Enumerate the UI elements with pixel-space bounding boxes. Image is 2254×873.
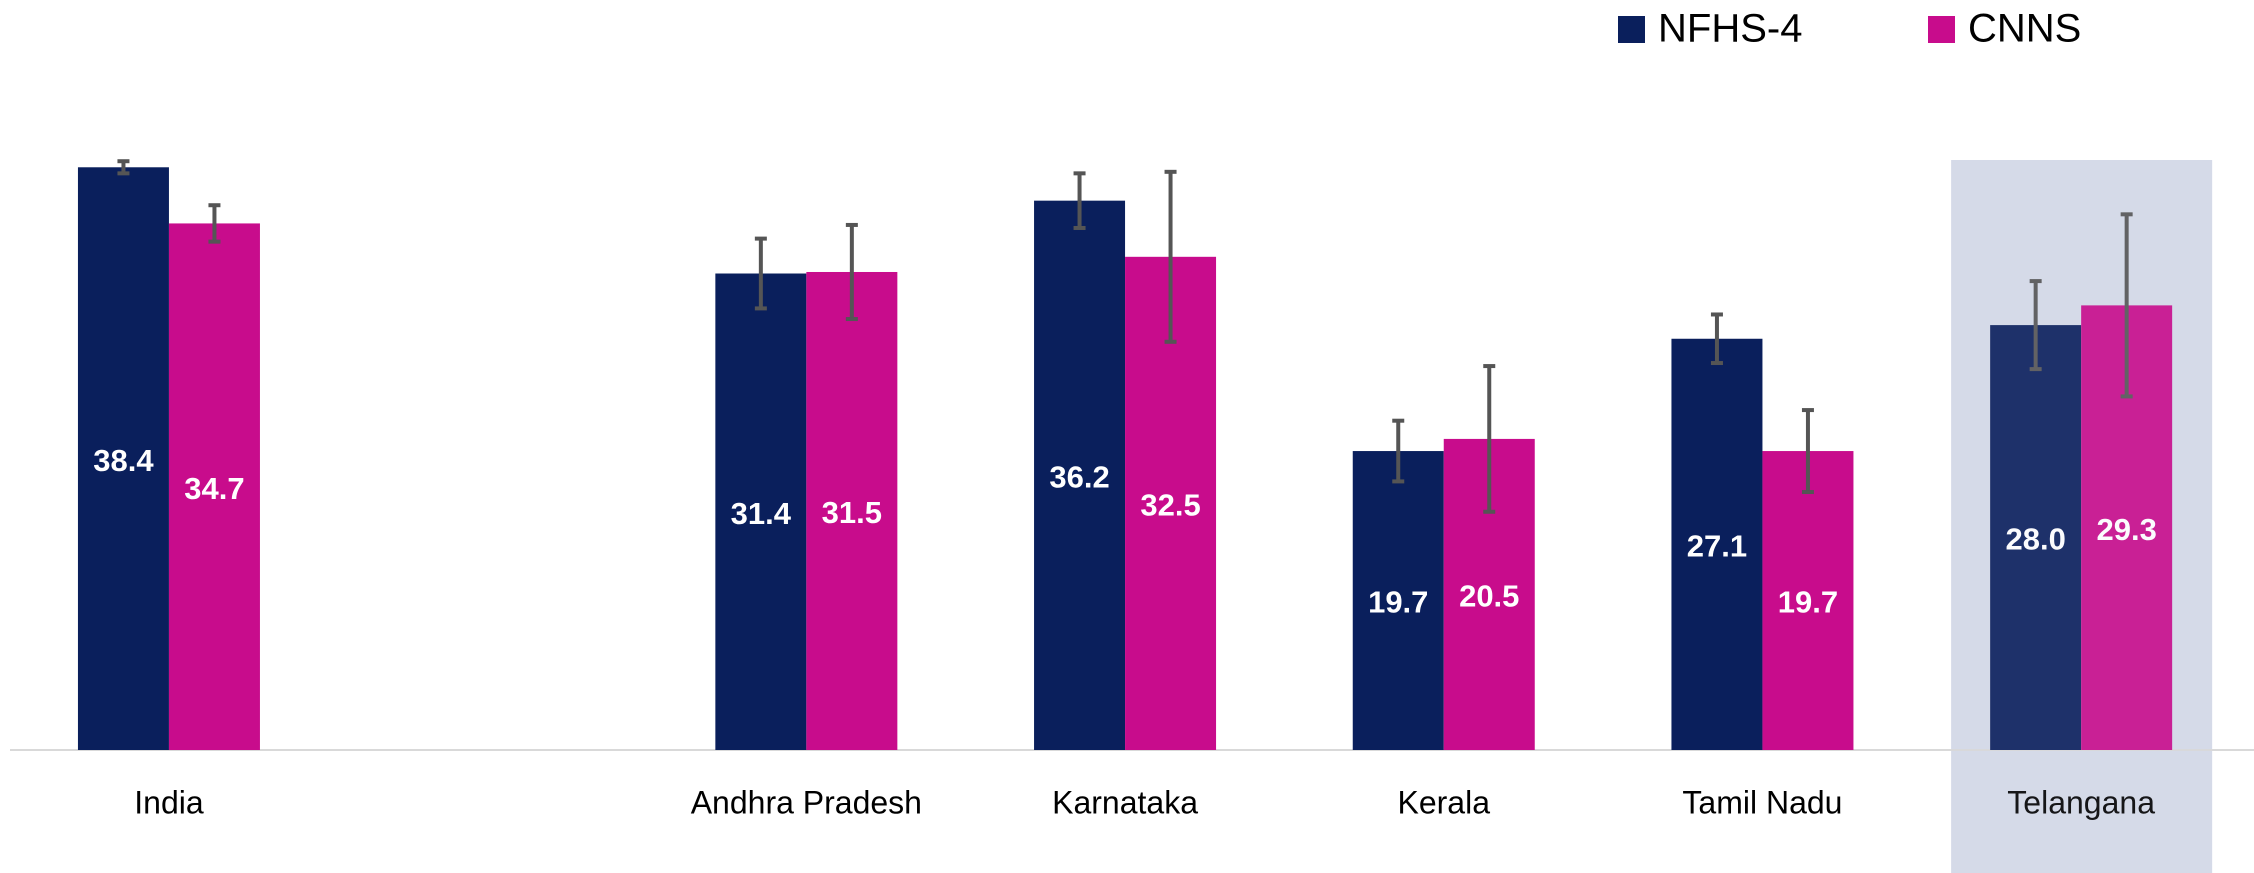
value-label: 34.7: [184, 471, 244, 506]
bar: [1034, 200, 1126, 751]
x-tick-label: Andhra Pradesh: [691, 784, 922, 820]
value-label: 31.5: [822, 495, 882, 530]
bar: [1762, 451, 1854, 750]
value-label: 20.5: [1459, 579, 1519, 614]
value-label: 36.2: [1049, 460, 1109, 495]
value-label: 29.3: [2096, 512, 2156, 547]
x-tick-label: Tamil Nadu: [1682, 784, 1842, 820]
bar: [168, 223, 260, 751]
x-tick-label: India: [134, 784, 204, 820]
x-tick-label: Kerala: [1398, 784, 1491, 820]
legend-swatch: [1618, 16, 1645, 43]
legend-label: CNNS: [1968, 7, 2081, 51]
x-tick-label: Karnataka: [1052, 784, 1198, 820]
bar: [1671, 338, 1763, 750]
value-label: 32.5: [1140, 488, 1200, 523]
bar: [715, 273, 807, 750]
value-label: 38.4: [93, 443, 154, 478]
highlight-overlay: [1951, 160, 2213, 873]
bar: [1352, 451, 1444, 750]
x-tick-label: Telangana: [2007, 784, 2155, 820]
value-label: 31.4: [731, 496, 792, 531]
legend-swatch: [1928, 16, 1955, 43]
value-label: 19.7: [1778, 585, 1838, 620]
legend-label: NFHS-4: [1658, 7, 1802, 51]
value-label: 27.1: [1687, 529, 1747, 564]
value-label: 28.0: [2005, 522, 2065, 557]
bar: [1990, 325, 2082, 750]
bar: [806, 271, 898, 750]
value-label: 19.7: [1368, 585, 1428, 620]
bar: [77, 167, 169, 750]
